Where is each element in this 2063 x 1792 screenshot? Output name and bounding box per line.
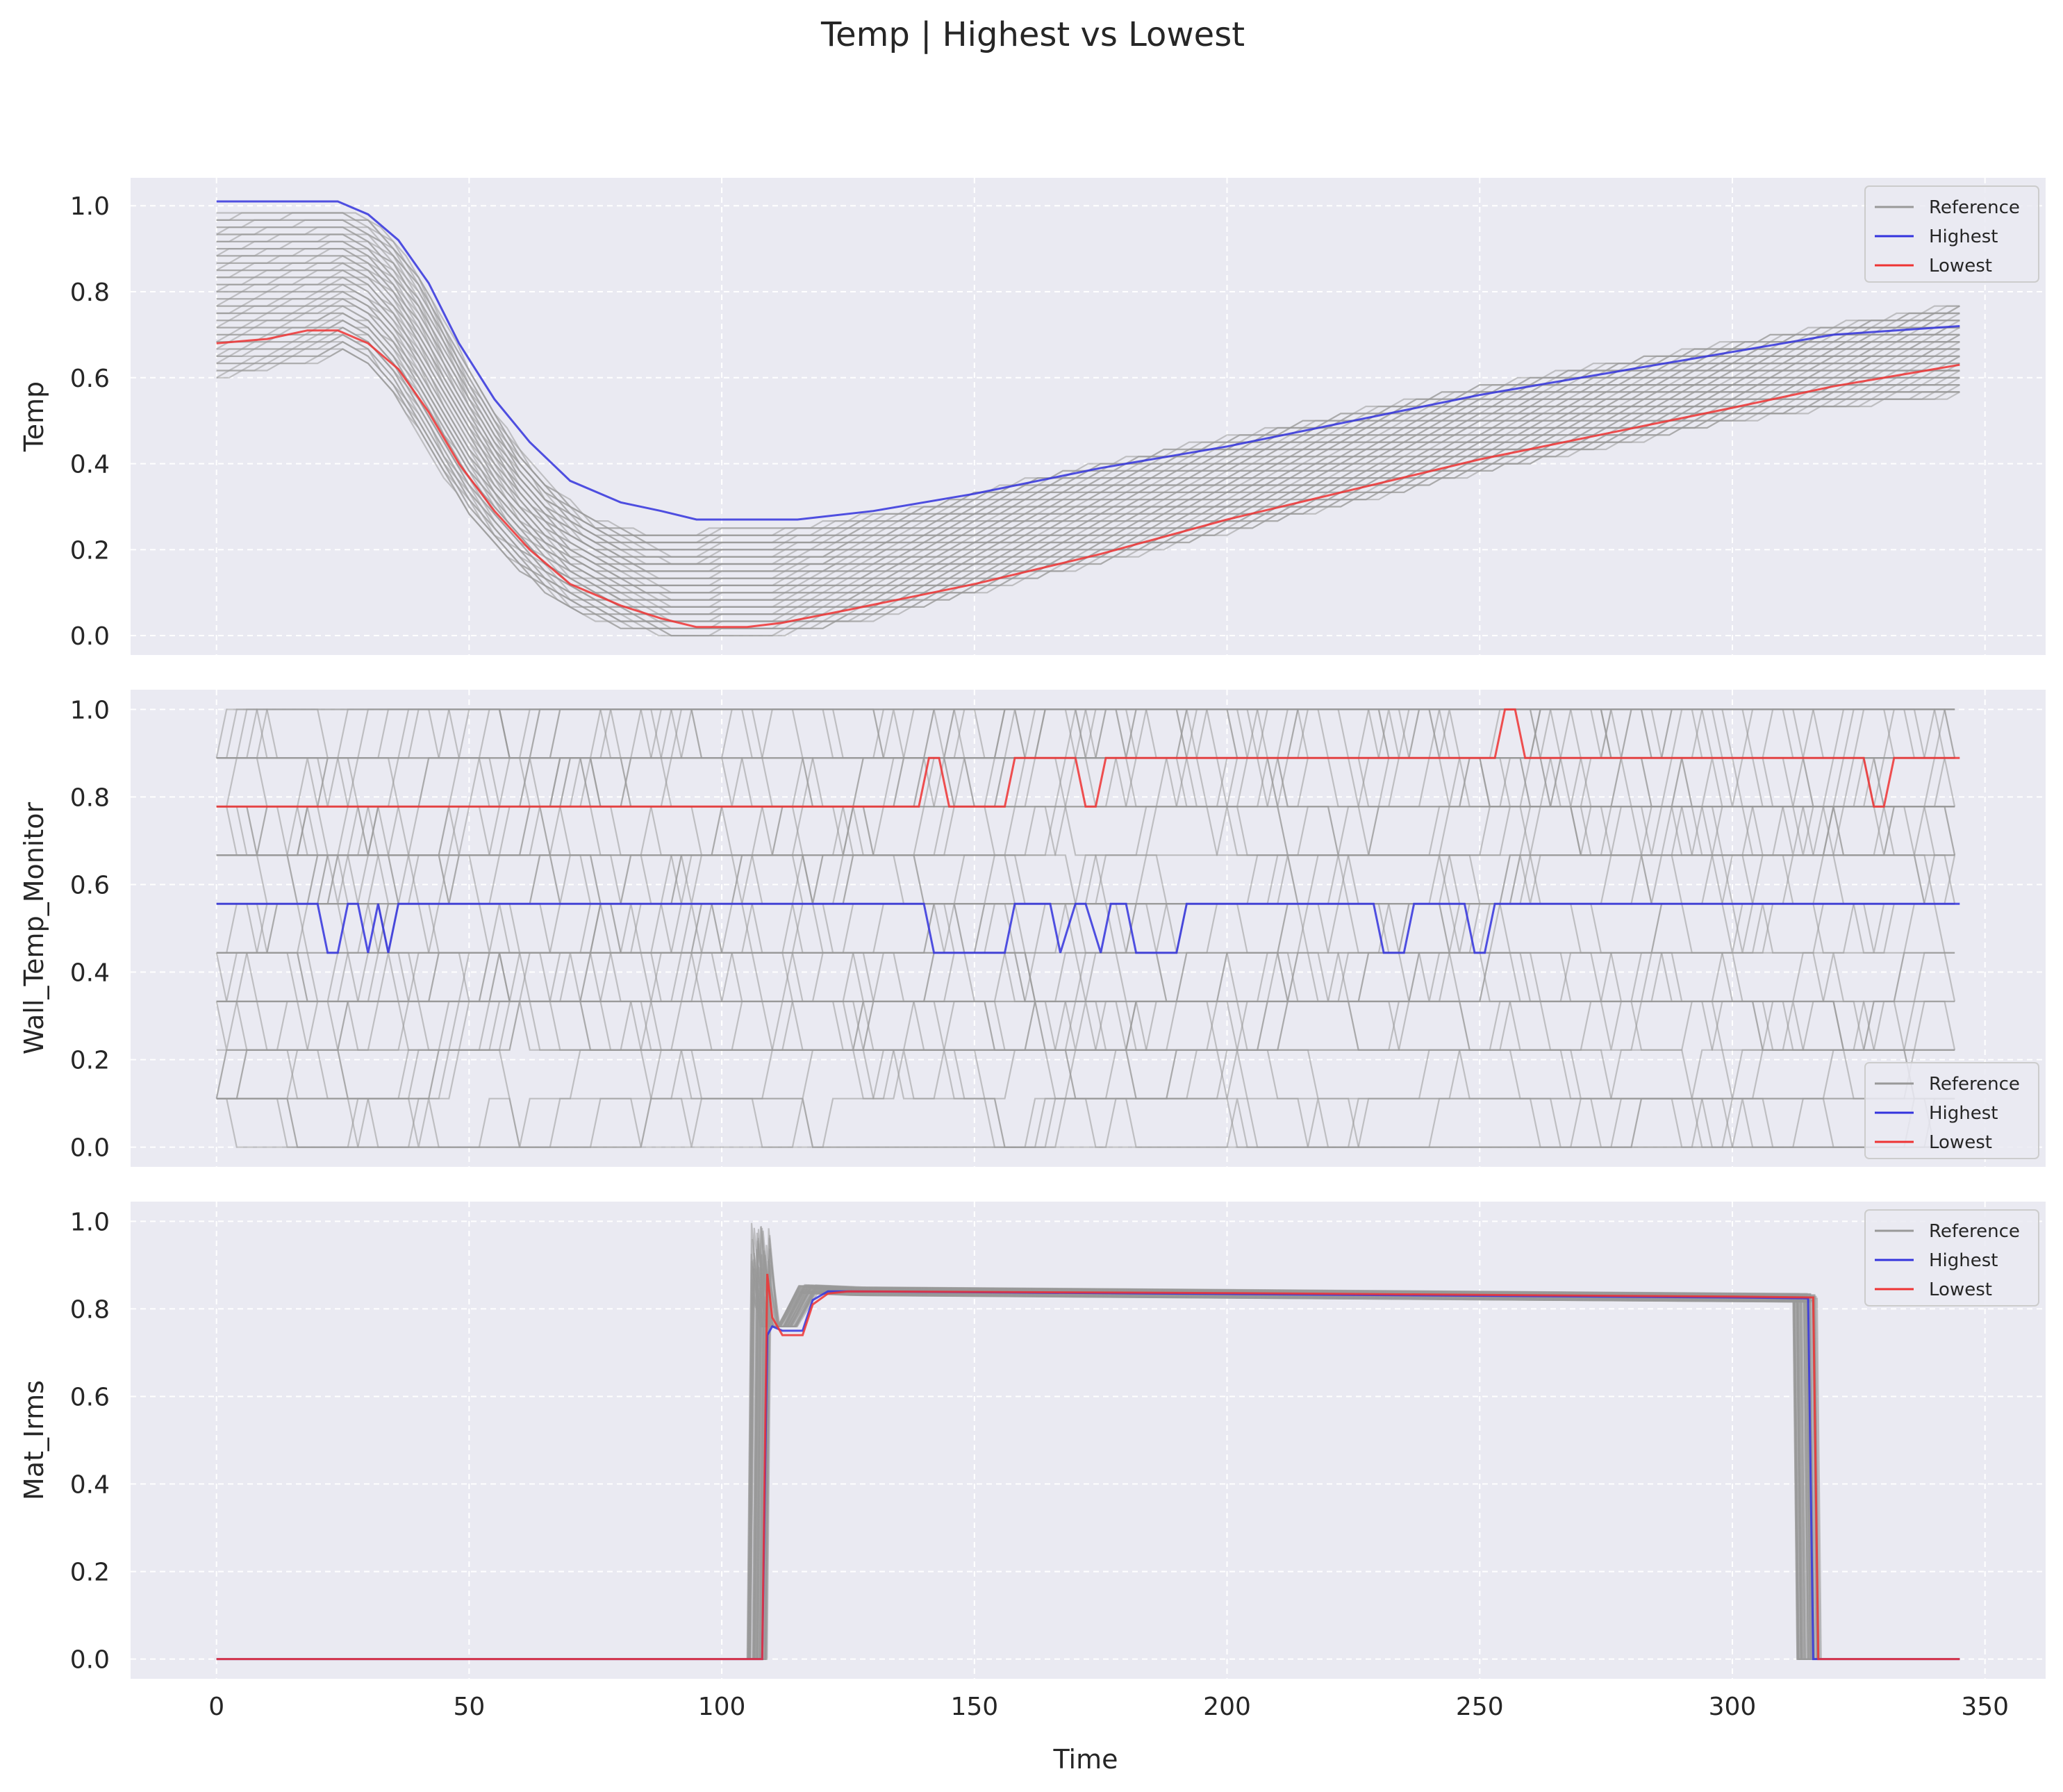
legend-box <box>1864 1062 2039 1159</box>
figure-title: Temp | Highest vs Lowest <box>820 15 1245 54</box>
y-tick-label: 0.2 <box>70 1047 110 1075</box>
legend: Reference Highest Lowest <box>1864 185 2039 283</box>
reference-line <box>216 708 1955 1002</box>
x-tick-label: 250 <box>1456 1693 1504 1721</box>
subplot-1: 0.0 0.2 0.4 0.6 0.8 1.0 Temp Reference Highest Lo… <box>19 178 2046 655</box>
y-tick-label: 0.0 <box>70 622 110 651</box>
y-axis-label: Temp <box>19 381 49 452</box>
legend-label-reference: Reference <box>1929 1074 2020 1095</box>
y-tick-label: 0.0 <box>70 1646 110 1675</box>
reference-line <box>216 212 1960 536</box>
series-group <box>216 1222 1960 1661</box>
series-group <box>215 708 1960 1148</box>
reference-line <box>216 1264 1960 1660</box>
y-tick-label: 0.6 <box>70 365 110 393</box>
reference-line <box>216 1282 1960 1660</box>
series-line-lowest <box>216 1273 1960 1661</box>
legend-label-reference: Reference <box>1929 1221 2020 1242</box>
legend-label-highest: Highest <box>1929 226 1998 247</box>
y-tick-label: 1.0 <box>70 696 110 724</box>
reference-line <box>216 1267 1960 1660</box>
x-tick-label: 300 <box>1709 1693 1757 1721</box>
series-line-highest <box>216 200 1960 521</box>
x-tick-label: 50 <box>453 1693 485 1721</box>
legend-box <box>1864 1209 2039 1306</box>
reference-line <box>216 1249 1960 1660</box>
plot-area <box>131 1202 2046 1679</box>
legend-label-lowest: Lowest <box>1929 1132 1992 1153</box>
x-tick-label: 0 <box>208 1693 224 1721</box>
reference-line <box>216 757 1955 1148</box>
legend-box <box>1864 185 2039 283</box>
series-line-highest <box>216 902 1960 954</box>
legend-label-lowest: Lowest <box>1929 1279 1992 1300</box>
legend-label-highest: Highest <box>1929 1250 1998 1271</box>
legend-label-lowest: Lowest <box>1929 256 1992 276</box>
x-tick-label: 100 <box>698 1693 746 1721</box>
y-tick-label: 0.6 <box>70 871 110 899</box>
y-axis-label: Mat_Irms <box>19 1380 49 1500</box>
series-line-lowest <box>216 329 1960 629</box>
y-tick-label: 0.0 <box>70 1134 110 1163</box>
x-axis-label: Time <box>1053 1744 1118 1775</box>
y-tick-label: 0.4 <box>70 1471 110 1500</box>
x-tick-label: 200 <box>1203 1693 1251 1721</box>
y-tick-label: 0.8 <box>70 279 110 307</box>
y-tick-label: 0.6 <box>70 1383 110 1411</box>
y-tick-label: 0.8 <box>70 1295 110 1324</box>
plot-area <box>131 178 2046 655</box>
y-tick-label: 0.4 <box>70 451 110 479</box>
legend: Reference Highest Lowest <box>1864 1062 2039 1159</box>
y-axis-label: Wall_Temp_Monitor <box>19 802 49 1054</box>
reference-line <box>216 854 1956 1051</box>
y-tick-label: 0.2 <box>70 536 110 565</box>
series-group <box>216 200 1960 637</box>
subplots: 0.0 0.2 0.4 0.6 0.8 1.0 Temp Reference Highest Lo… <box>19 178 2046 1721</box>
reference-line <box>216 952 1955 1148</box>
reference-traces <box>216 1222 1960 1660</box>
subplot-2: 0.0 0.2 0.4 0.6 0.8 1.0 Wall_Temp_Monitor Refer… <box>19 690 2046 1167</box>
legend-label-highest: Highest <box>1929 1103 1998 1124</box>
subplot-3: 0.0 0.2 0.4 0.6 0.8 1.0 0 50 100 150 200 250 300 350 M… <box>19 1202 2046 1721</box>
legend-label-reference: Reference <box>1929 197 2020 218</box>
y-tick-label: 0.8 <box>70 783 110 812</box>
y-tick-label: 1.0 <box>70 192 110 221</box>
x-tick-label: 350 <box>1961 1693 2009 1721</box>
y-tick-label: 0.2 <box>70 1559 110 1587</box>
y-tick-label: 0.4 <box>70 959 110 988</box>
y-tick-label: 1.0 <box>70 1208 110 1236</box>
x-tick-label: 150 <box>950 1693 998 1721</box>
series-line-lowest <box>216 708 1960 808</box>
legend: Reference Highest Lowest <box>1864 1209 2039 1306</box>
